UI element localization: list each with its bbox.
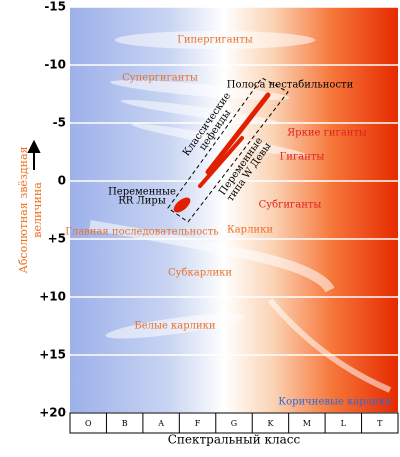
y-axis-label: величина	[31, 182, 44, 238]
region-label: Полоса нестабильности	[227, 80, 354, 91]
y-tick-label: +20	[39, 406, 66, 420]
region-label: Гипергиганты	[177, 35, 253, 46]
plot-background	[70, 7, 398, 413]
x-category-label: T	[377, 419, 383, 428]
instability-strip	[167, 77, 289, 223]
x-category-label: G	[231, 419, 237, 428]
x-category-label: O	[85, 419, 92, 428]
region-label: Гиганты	[280, 152, 325, 163]
region-label: Белые карлики	[134, 321, 216, 332]
star-bands	[89, 31, 392, 393]
class-box	[69, 412, 399, 434]
y-tick-label: -15	[44, 0, 66, 14]
region-label: RR Лиры	[118, 196, 166, 207]
x-category-label: K	[267, 419, 274, 428]
y-tick-label: -5	[53, 116, 66, 130]
x-category-label: A	[157, 419, 164, 428]
region-label: Карлики	[227, 225, 273, 236]
x-axis-label: Спектральный класс	[168, 433, 301, 447]
x-category-label: B	[122, 419, 128, 428]
region-label: Переменные	[108, 187, 176, 198]
y-axis-label: Абсолютная звёздная	[17, 146, 30, 273]
y-axis-arrow	[27, 139, 41, 170]
y-tick-label: 0	[58, 174, 66, 188]
y-tick-label: +15	[39, 348, 66, 362]
x-category-label: F	[195, 419, 201, 428]
x-category-label: M	[303, 419, 311, 428]
x-category-label: L	[341, 419, 347, 428]
region-label: Главная последовательность	[65, 227, 219, 238]
y-tick-label: +5	[48, 232, 66, 246]
region-label: Субгиганты	[259, 200, 322, 211]
y-tick-label: -10	[44, 58, 66, 72]
region-label: Яркие гиганты	[287, 128, 367, 139]
region-label: Коричневые карлики	[278, 397, 392, 408]
y-tick-label: +10	[39, 290, 66, 304]
region-label: Субкарлики	[168, 268, 232, 279]
region-label: Супергиганты	[122, 73, 198, 84]
